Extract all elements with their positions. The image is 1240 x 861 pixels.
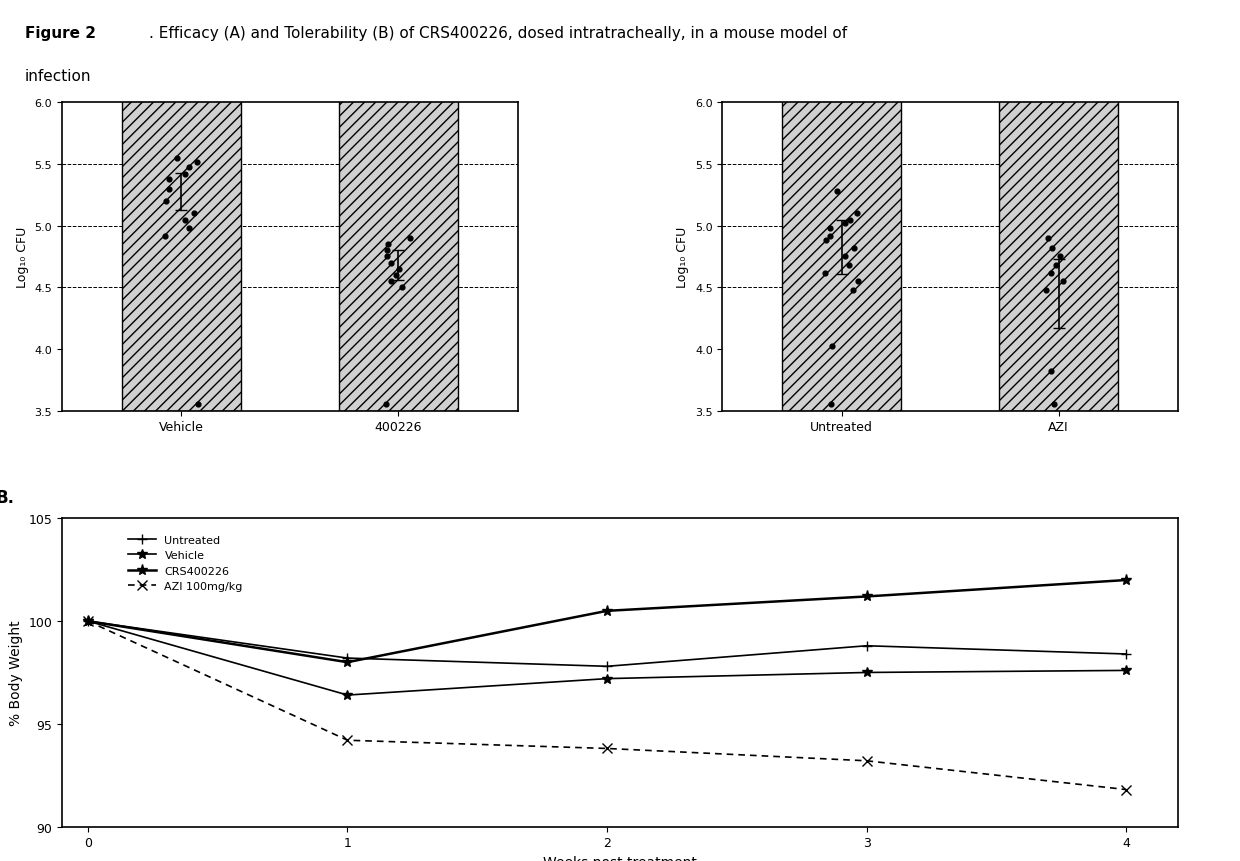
Y-axis label: Log₁₀ CFU: Log₁₀ CFU xyxy=(677,226,689,288)
CRS400226 xyxy=(340,657,355,667)
Point xyxy=(848,275,868,288)
Line: Untreated: Untreated xyxy=(83,616,1131,672)
Point xyxy=(399,232,419,245)
Untreated xyxy=(600,661,615,672)
Untreated xyxy=(859,641,874,651)
Text: infection: infection xyxy=(25,69,92,84)
AZI 100mg/kg xyxy=(81,616,95,627)
Y-axis label: Log₁₀ CFU: Log₁₀ CFU xyxy=(16,226,29,288)
Point xyxy=(377,251,397,264)
Point xyxy=(1038,232,1058,245)
Point xyxy=(386,269,405,282)
Point xyxy=(1053,275,1073,288)
AZI 100mg/kg xyxy=(340,735,355,746)
Point xyxy=(187,398,207,412)
Point xyxy=(377,245,397,258)
Vehicle xyxy=(600,673,615,684)
Point xyxy=(382,257,402,270)
Point xyxy=(847,208,867,221)
Point xyxy=(175,168,195,182)
Untreated xyxy=(340,653,355,664)
Point xyxy=(179,222,198,236)
Point xyxy=(160,183,180,196)
AZI 100mg/kg xyxy=(600,743,615,753)
Point xyxy=(160,173,180,187)
Point xyxy=(156,195,176,208)
Point xyxy=(1037,283,1056,297)
Point xyxy=(839,259,859,273)
Point xyxy=(175,214,195,227)
Point xyxy=(389,263,409,276)
CRS400226 xyxy=(1118,575,1133,585)
X-axis label: Weeks post treatment: Weeks post treatment xyxy=(543,855,697,861)
Point xyxy=(836,217,856,231)
Bar xyxy=(339,0,458,411)
Point xyxy=(820,222,839,236)
CRS400226 xyxy=(859,592,874,602)
Point xyxy=(839,214,859,227)
Point xyxy=(392,281,412,294)
Point xyxy=(843,283,863,297)
Point xyxy=(844,242,864,256)
Point xyxy=(155,229,175,243)
Vehicle xyxy=(340,690,355,700)
Untreated xyxy=(1118,649,1133,660)
Text: Figure 2: Figure 2 xyxy=(25,26,95,40)
CRS400226 xyxy=(81,616,95,627)
AZI 100mg/kg xyxy=(1118,784,1133,795)
Point xyxy=(184,208,203,221)
Point xyxy=(381,275,401,288)
Vehicle xyxy=(81,616,95,627)
Point xyxy=(815,266,835,280)
AZI 100mg/kg xyxy=(859,756,874,766)
Bar xyxy=(122,0,241,411)
Point xyxy=(820,229,839,243)
Line: AZI 100mg/kg: AZI 100mg/kg xyxy=(83,616,1131,795)
Text: B.: B. xyxy=(0,488,14,506)
Vehicle xyxy=(1118,666,1133,676)
Point xyxy=(1042,266,1061,280)
Untreated xyxy=(81,616,95,627)
CRS400226 xyxy=(600,606,615,616)
Bar xyxy=(782,0,901,411)
Point xyxy=(376,398,396,412)
Point xyxy=(827,185,847,199)
Point xyxy=(187,156,207,170)
Point xyxy=(1047,259,1066,273)
Point xyxy=(822,340,842,354)
Y-axis label: % Body Weight: % Body Weight xyxy=(9,620,22,726)
Point xyxy=(1042,365,1061,379)
Point xyxy=(167,152,187,165)
Legend: Untreated, Vehicle, CRS400226, AZI 100mg/kg: Untreated, Vehicle, CRS400226, AZI 100mg… xyxy=(123,530,247,596)
Point xyxy=(821,398,841,412)
Vehicle xyxy=(859,667,874,678)
Point xyxy=(816,234,836,248)
Point xyxy=(1044,398,1064,412)
Point xyxy=(836,251,856,264)
Bar xyxy=(999,0,1118,411)
Point xyxy=(1049,251,1069,264)
Point xyxy=(378,238,398,251)
Line: Vehicle: Vehicle xyxy=(83,616,1131,700)
Point xyxy=(1042,242,1061,256)
Point xyxy=(180,160,200,174)
Line: CRS400226: CRS400226 xyxy=(82,575,1132,668)
Text: . Efficacy (A) and Tolerability (B) of CRS400226, dosed intratracheally, in a mo: . Efficacy (A) and Tolerability (B) of C… xyxy=(149,26,852,40)
